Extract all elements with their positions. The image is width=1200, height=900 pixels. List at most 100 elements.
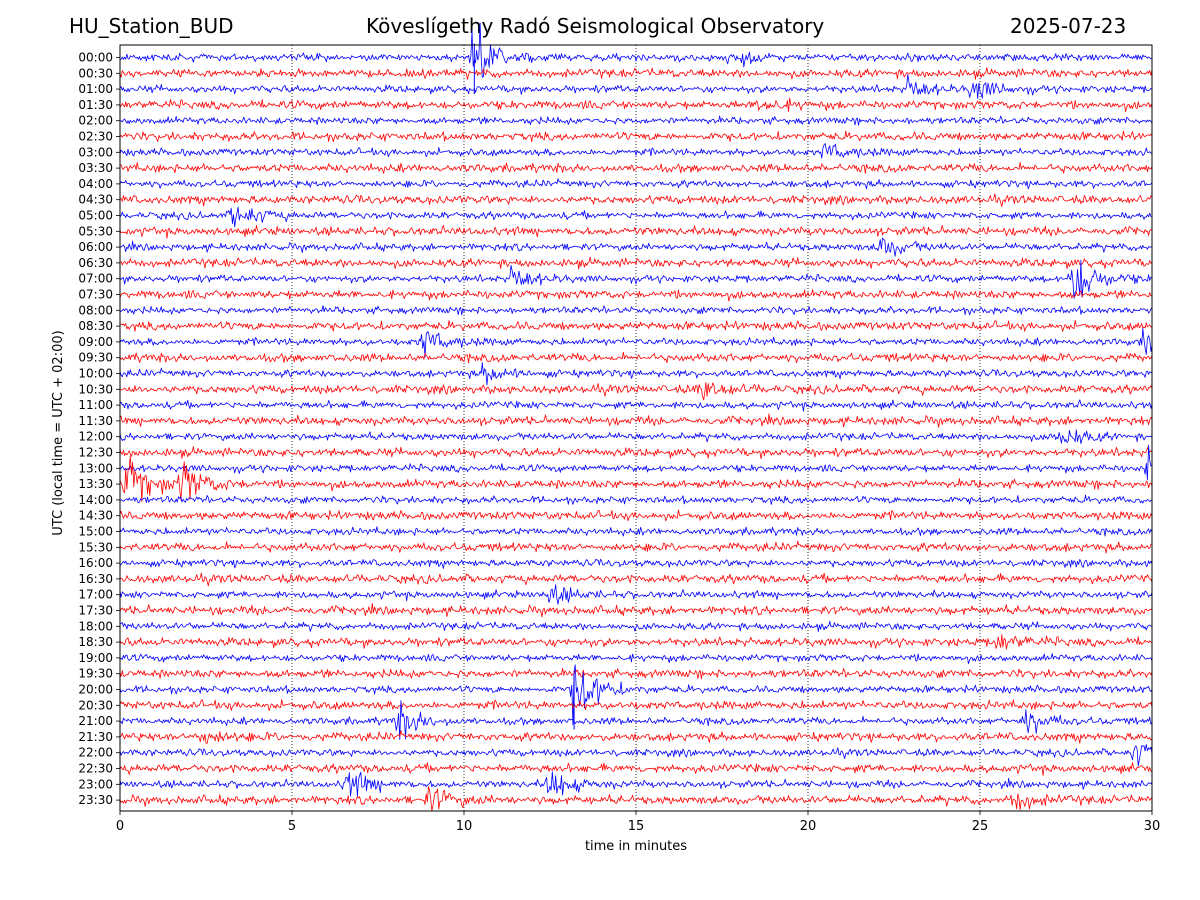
trace-line-1900 bbox=[119, 653, 1153, 664]
trace-line-0100 bbox=[119, 73, 1153, 99]
trace-line-1830 bbox=[119, 634, 1153, 650]
trace-line-0330 bbox=[119, 162, 1153, 174]
trace-line-1000 bbox=[119, 362, 1153, 386]
trace-line-0030 bbox=[119, 67, 1153, 80]
trace-line-1400 bbox=[119, 494, 1153, 505]
trace-line-2030 bbox=[119, 699, 1153, 711]
y-tick-label: 18:30 bbox=[78, 635, 113, 649]
trace-line-0230 bbox=[119, 130, 1153, 143]
y-tick-label: 04:30 bbox=[78, 193, 113, 207]
y-tick-label: 20:30 bbox=[78, 698, 113, 712]
y-tick-label: 05:30 bbox=[78, 224, 113, 238]
y-tick-label: 15:30 bbox=[78, 540, 113, 554]
x-tick-label: 25 bbox=[972, 819, 989, 834]
trace-line-0500 bbox=[119, 206, 1153, 228]
trace-line-1500 bbox=[119, 526, 1153, 537]
y-tick-label: 22:00 bbox=[78, 746, 113, 760]
y-tick-label: 23:00 bbox=[78, 777, 113, 791]
trace-line-0630 bbox=[119, 256, 1153, 270]
y-tick-label: 08:30 bbox=[78, 319, 113, 333]
y-tick-label: 09:00 bbox=[78, 335, 113, 349]
trace-line-0700 bbox=[119, 259, 1153, 299]
y-tick-label: 19:30 bbox=[78, 667, 113, 681]
trace-line-2000 bbox=[119, 664, 1153, 726]
trace-line-1100 bbox=[119, 399, 1153, 412]
trace-line-0000 bbox=[119, 22, 1153, 78]
y-tick-label: 01:30 bbox=[78, 98, 113, 112]
station-label: HU_Station_BUD bbox=[69, 14, 234, 38]
y-tick-label: 05:00 bbox=[78, 209, 113, 223]
trace-line-1130 bbox=[119, 413, 1153, 428]
y-tick-label: 22:30 bbox=[78, 762, 113, 776]
trace-line-1030 bbox=[119, 382, 1153, 401]
trace-line-2130 bbox=[119, 730, 1153, 744]
y-tick-label: 20:00 bbox=[78, 683, 113, 697]
trace-line-1230 bbox=[119, 446, 1153, 460]
y-tick-label: 09:30 bbox=[78, 351, 113, 365]
x-tick-label: 5 bbox=[288, 819, 296, 834]
x-tick-label: 10 bbox=[456, 819, 473, 834]
y-tick-label: 14:30 bbox=[78, 509, 113, 523]
trace-line-1200 bbox=[119, 429, 1153, 444]
trace-line-0800 bbox=[119, 305, 1153, 316]
y-tick-label: 00:00 bbox=[78, 51, 113, 65]
trace-line-0600 bbox=[119, 237, 1153, 257]
date-label: 2025-07-23 bbox=[1010, 14, 1127, 38]
y-tick-label: 21:30 bbox=[78, 730, 113, 744]
y-tick-label: 13:30 bbox=[78, 477, 113, 491]
trace-line-0200 bbox=[119, 115, 1153, 126]
y-tick-label: 06:30 bbox=[78, 256, 113, 270]
y-tick-label: 01:00 bbox=[78, 82, 113, 96]
y-tick-label: 03:30 bbox=[78, 161, 113, 175]
plot-area bbox=[120, 45, 1152, 811]
y-tick-label: 15:00 bbox=[78, 525, 113, 539]
trace-line-1430 bbox=[119, 509, 1153, 522]
y-tick-label: 12:30 bbox=[78, 446, 113, 460]
y-tick-label: 04:00 bbox=[78, 177, 113, 191]
y-tick-label: 10:00 bbox=[78, 367, 113, 381]
y-tick-label: 02:00 bbox=[78, 114, 113, 128]
trace-line-0830 bbox=[119, 320, 1153, 332]
trace-line-0400 bbox=[119, 178, 1153, 190]
trace-line-1600 bbox=[119, 558, 1153, 569]
y-tick-label: 21:00 bbox=[78, 714, 113, 728]
trace-line-0930 bbox=[119, 351, 1153, 364]
trace-line-2230 bbox=[119, 762, 1153, 776]
trace-line-0900 bbox=[119, 327, 1153, 358]
trace-line-2100 bbox=[119, 700, 1153, 741]
trace-line-0730 bbox=[119, 289, 1152, 302]
y-tick-label: 06:00 bbox=[78, 240, 113, 254]
y-tick-label: 11:00 bbox=[78, 398, 113, 412]
trace-line-1930 bbox=[119, 667, 1153, 680]
trace-line-2330 bbox=[119, 786, 1153, 812]
y-tick-label: 07:30 bbox=[78, 288, 113, 302]
y-tick-label: 16:30 bbox=[78, 572, 113, 586]
y-tick-label: 17:00 bbox=[78, 588, 113, 602]
y-tick-label: 08:00 bbox=[78, 303, 113, 317]
trace-line-1700 bbox=[119, 584, 1153, 605]
y-tick-label: 13:00 bbox=[78, 461, 113, 475]
trace-line-1630 bbox=[119, 572, 1153, 587]
y-tick-label: 02:30 bbox=[78, 130, 113, 144]
trace-line-1530 bbox=[119, 540, 1153, 554]
trace-line-1800 bbox=[119, 620, 1153, 632]
trace-line-2300 bbox=[119, 771, 1153, 797]
x-tick-label: 20 bbox=[800, 819, 817, 834]
y-tick-label: 07:00 bbox=[78, 272, 113, 286]
trace-line-1300 bbox=[119, 444, 1153, 481]
x-tick-label: 0 bbox=[116, 819, 124, 834]
trace-line-1330 bbox=[119, 455, 1153, 503]
y-tick-label: 18:00 bbox=[78, 619, 113, 633]
x-axis-label: time in minutes bbox=[585, 839, 687, 854]
y-tick-label: 23:30 bbox=[78, 793, 113, 807]
y-tick-label: 10:30 bbox=[78, 382, 113, 396]
y-axis-label: UTC (local time = UTC + 02:00) bbox=[51, 330, 66, 535]
y-tick-label: 00:30 bbox=[78, 66, 113, 80]
page-title: Köveslígethy Radó Seismological Observat… bbox=[366, 14, 825, 38]
trace-line-0300 bbox=[119, 143, 1153, 159]
y-tick-label: 11:30 bbox=[78, 414, 113, 428]
y-tick-label: 03:00 bbox=[78, 145, 113, 159]
y-tick-label: 19:00 bbox=[78, 651, 113, 665]
x-tick-label: 30 bbox=[1144, 819, 1161, 834]
